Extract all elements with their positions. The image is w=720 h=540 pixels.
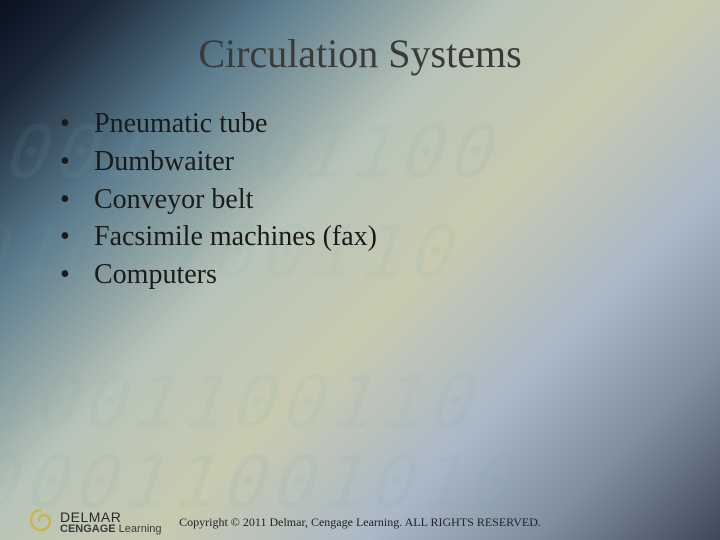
- bullet-icon: •: [60, 181, 94, 219]
- list-item: • Dumbwaiter: [60, 143, 664, 181]
- footer: DELMAR CENGAGE Learning Copyright © 2011…: [0, 494, 720, 540]
- slide: Circulation Systems • Pneumatic tube • D…: [0, 0, 720, 540]
- list-item-label: Conveyor belt: [94, 181, 253, 219]
- list-item: • Pneumatic tube: [60, 105, 664, 143]
- list-item-label: Computers: [94, 256, 217, 294]
- list-item-label: Pneumatic tube: [94, 105, 267, 143]
- bullet-icon: •: [60, 105, 94, 143]
- list-item: • Computers: [60, 256, 664, 294]
- copyright-text: Copyright © 2011 Delmar, Cengage Learnin…: [0, 515, 720, 530]
- slide-title: Circulation Systems: [56, 30, 664, 77]
- list-item-label: Facsimile machines (fax): [94, 218, 377, 256]
- list-item-label: Dumbwaiter: [94, 143, 234, 181]
- list-item: • Conveyor belt: [60, 181, 664, 219]
- bullet-icon: •: [60, 256, 94, 294]
- bullet-icon: •: [60, 218, 94, 256]
- bullet-icon: •: [60, 143, 94, 181]
- bullet-list: • Pneumatic tube • Dumbwaiter • Conveyor…: [60, 105, 664, 294]
- list-item: • Facsimile machines (fax): [60, 218, 664, 256]
